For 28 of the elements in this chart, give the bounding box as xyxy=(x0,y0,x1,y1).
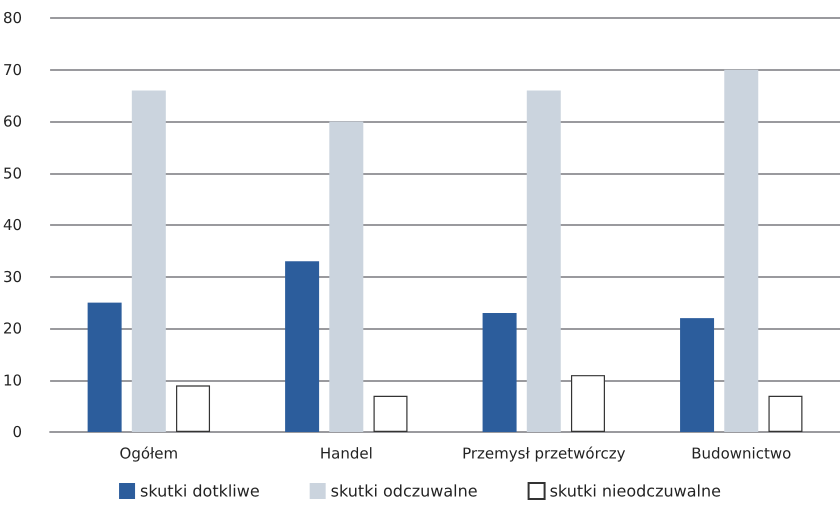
y-tick-label: 40 xyxy=(2,216,22,234)
y-tick-label: 10 xyxy=(2,371,22,390)
x-tick-label: Przemysł przetwórczy xyxy=(462,444,626,462)
bar xyxy=(329,122,364,432)
bar xyxy=(724,70,758,432)
bar xyxy=(680,318,714,432)
legend-label: skutki odczuwalne xyxy=(330,482,478,500)
bar xyxy=(570,375,605,432)
legend-label: skutki nieodczuwalne xyxy=(550,482,721,500)
bar xyxy=(285,261,320,432)
bar xyxy=(526,90,561,432)
bar xyxy=(176,385,210,432)
y-tick-label: 80 xyxy=(2,9,22,27)
x-tick-label: Handel xyxy=(320,444,373,462)
y-tick-label: 60 xyxy=(2,112,22,130)
legend-label: skutki dotkliwe xyxy=(140,482,260,500)
y-tick-label: 30 xyxy=(2,268,22,286)
bar xyxy=(132,90,166,432)
bar xyxy=(768,396,802,432)
y-tick-label: 50 xyxy=(2,164,22,182)
bar xyxy=(374,396,408,432)
x-tick-label: Budownictwo xyxy=(691,444,792,462)
y-tick-label: 70 xyxy=(2,60,22,79)
y-tick-label: 0 xyxy=(12,423,22,441)
bar xyxy=(88,302,122,432)
bar xyxy=(482,312,517,432)
x-tick-label: Ogółem xyxy=(120,444,178,462)
y-tick-label: 20 xyxy=(2,320,22,338)
